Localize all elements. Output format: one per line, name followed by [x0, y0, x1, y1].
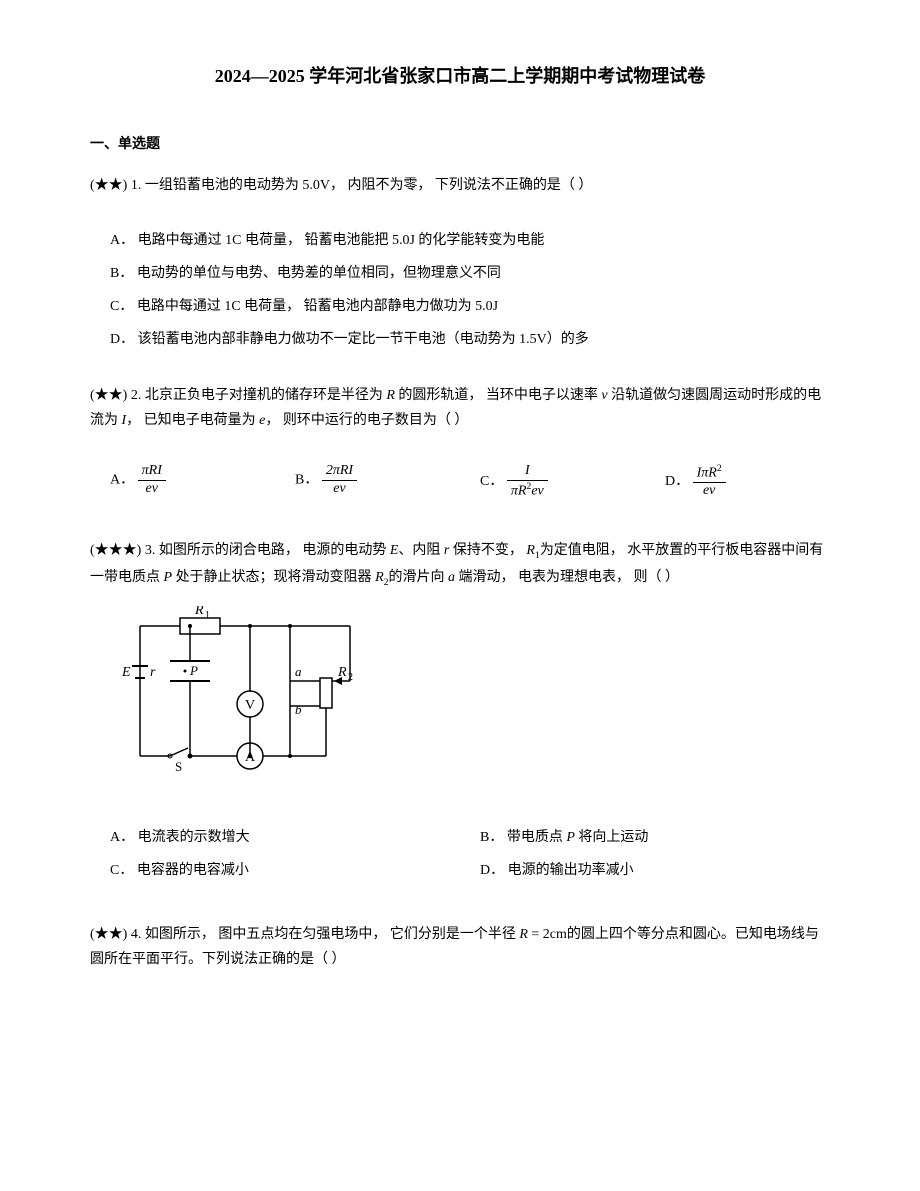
q2-mid3: ， 已知电子电荷量为	[126, 413, 259, 428]
q3-mid5: 的滑片向	[389, 570, 449, 585]
q3-mid2: 保持不变，	[449, 543, 526, 558]
question-3: (★★★) 3. 如图所示的闭合电路， 电源的电动势 E、内阻 r 保持不变， …	[90, 538, 830, 891]
circuit-diagram: R 1 E r P V a b	[120, 606, 830, 795]
question-1: (★★) 1. 一组铅蓄电池的电动势为 5.0V， 内阻不为零， 下列说法不正确…	[90, 173, 830, 353]
q1-option-c: C． 电路中每通过 1C 电荷量， 铅蓄电池内部静电力做功为 5.0J	[90, 294, 830, 319]
q1-option-d: D． 该铅蓄电池内部非静电力做功不一定比一节干电池（电动势为 1.5V）的多	[90, 327, 830, 352]
question-4: (★★) 4. 如图所示， 图中五点均在匀强电场中， 它们分别是一个半径 R =…	[90, 922, 830, 972]
q2-stars: (★★)	[90, 388, 127, 403]
q3-end: 端滑动， 电表为理想电表， 则（ ）	[455, 570, 679, 585]
svg-text:R: R	[194, 606, 204, 618]
q1-option-a: A． 电路中每通过 1C 电荷量， 铅蓄电池能把 5.0J 的化学能转变为电能	[90, 228, 830, 253]
section-header: 一、单选题	[90, 132, 830, 157]
svg-text:r: r	[150, 665, 156, 680]
q3-stars: (★★★)	[90, 543, 141, 558]
svg-text:a: a	[295, 664, 302, 679]
q3-pre: 如图所示的闭合电路， 电源的电动势	[159, 543, 390, 558]
q2-options: A． πRIev B． 2πRIev C． IπR2ev D． IπR2ev	[90, 463, 830, 508]
q3-mid4: 处于静止状态；现将滑动变阻器	[172, 570, 375, 585]
q3-option-c: C． 电容器的电容减小	[90, 858, 460, 883]
q2-option-b: B． 2πRIev	[275, 463, 460, 500]
q4-pre: 如图所示， 图中五点均在匀强电场中， 它们分别是一个半径	[145, 927, 520, 942]
q4-stars: (★★)	[90, 927, 127, 942]
q1-stars: (★★)	[90, 178, 127, 193]
q2-pre: 北京正负电子对撞机的储存环是半径为	[145, 388, 387, 403]
q2-num: 2.	[131, 388, 142, 403]
svg-text:S: S	[175, 759, 182, 774]
q1-num: 1.	[131, 178, 142, 193]
exam-title: 2024—2025 学年河北省张家口市高二上学期期中考试物理试卷	[90, 60, 830, 92]
svg-text:E: E	[121, 665, 131, 680]
svg-text:2: 2	[348, 672, 353, 683]
question-2-text: (★★) 2. 北京正负电子对撞机的储存环是半径为 R 的圆形轨道， 当环中电子…	[90, 383, 830, 433]
q2-option-a: A． πRIev	[90, 463, 275, 500]
q4-num: 4.	[131, 927, 142, 942]
q3-option-d: D． 电源的输出功率减小	[460, 858, 830, 883]
svg-text:R: R	[337, 665, 347, 680]
q3-options: A． 电流表的示数增大 B． 带电质点 P 将向上运动 C． 电容器的电容减小 …	[90, 825, 830, 891]
question-4-text: (★★) 4. 如图所示， 图中五点均在匀强电场中， 它们分别是一个半径 R =…	[90, 922, 830, 972]
q1-option-b: B． 电动势的单位与电势、电势差的单位相同，但物理意义不同	[90, 261, 830, 286]
q3-num: 3.	[145, 543, 156, 558]
question-1-text: (★★) 1. 一组铅蓄电池的电动势为 5.0V， 内阻不为零， 下列说法不正确…	[90, 173, 830, 198]
svg-text:b: b	[295, 702, 302, 717]
question-3-text: (★★★) 3. 如图所示的闭合电路， 电源的电动势 E、内阻 r 保持不变， …	[90, 538, 830, 591]
q2-option-c: C． IπR2ev	[460, 463, 645, 500]
q2-mid1: 的圆形轨道， 当环中电子以速率	[395, 388, 602, 403]
circuit-svg: R 1 E r P V a b	[120, 606, 380, 786]
q2-option-d: D． IπR2ev	[645, 463, 830, 500]
q2-end: ， 则环中运行的电子数目为（ ）	[265, 413, 468, 428]
svg-text:P: P	[189, 663, 198, 678]
q3-mid1: 、内阻	[398, 543, 444, 558]
q3-option-b: B． 带电质点 P 将向上运动	[460, 825, 830, 850]
q1-body: 一组铅蓄电池的电动势为 5.0V， 内阻不为零， 下列说法不正确的是（ ）	[145, 178, 593, 193]
svg-text:1: 1	[205, 610, 210, 621]
q3-option-a: A． 电流表的示数增大	[90, 825, 460, 850]
question-2: (★★) 2. 北京正负电子对撞机的储存环是半径为 R 的圆形轨道， 当环中电子…	[90, 383, 830, 509]
svg-text:V: V	[245, 698, 255, 713]
